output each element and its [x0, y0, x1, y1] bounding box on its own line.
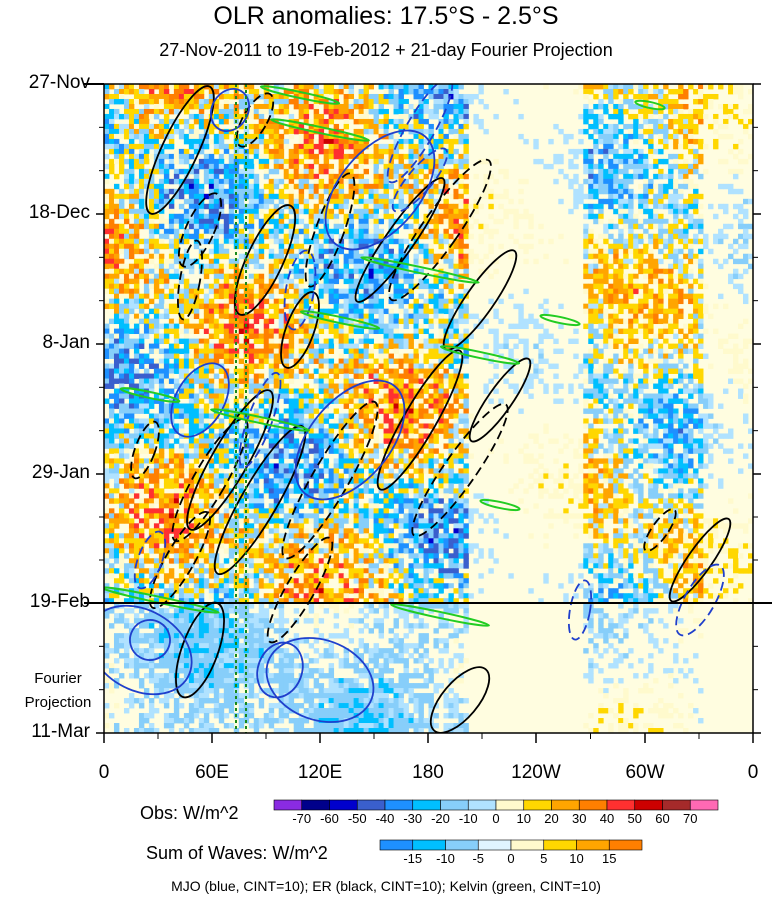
obs-colorbar-title: Obs: W/m^2 [140, 803, 239, 823]
obs-colorbar-swatch [273, 799, 303, 811]
x-tick-label: 120W [511, 762, 561, 783]
waves-colorbar-label: 15 [602, 851, 617, 866]
chart-footer: MJO (blue, CINT=10); ER (black, CINT=10)… [171, 878, 601, 894]
x-tick-label: 60W [625, 762, 665, 783]
y-tick-label: 27-Nov [28, 72, 90, 93]
x-tick-label: 0 [98, 762, 110, 783]
y-tick-label: 19-Feb [29, 591, 90, 612]
waves-colorbar-swatch [477, 839, 512, 851]
obs-colorbar-swatch [662, 799, 691, 811]
waves-colorbar-label: 0 [507, 851, 515, 866]
waves-colorbar-label: -5 [472, 851, 485, 866]
obs-colorbar-label: -70 [292, 811, 312, 826]
waves-colorbar-swatch [445, 839, 479, 851]
obs-colorbar-swatch [356, 799, 386, 811]
obs-colorbar-label: 70 [683, 811, 698, 826]
x-tick-label: 60E [195, 762, 229, 783]
y-tick-label: 11-Mar [31, 721, 90, 742]
obs-colorbar-swatch [523, 799, 552, 811]
obs-colorbar-swatch [689, 799, 719, 811]
waves-colorbar-swatch [510, 839, 545, 851]
waves-colorbar-swatch [412, 839, 446, 851]
obs-colorbar-swatch [384, 799, 414, 811]
obs-colorbar-label: 40 [599, 811, 615, 826]
obs-colorbar-label: -50 [347, 811, 367, 826]
chart-title: OLR anomalies: 17.5°S - 2.5°S [213, 2, 559, 30]
x-tick-label: 180 [412, 762, 444, 783]
waves-colorbar-label: 5 [540, 851, 548, 866]
waves-colorbar-swatch [543, 839, 577, 851]
waves-colorbar-swatch [576, 839, 610, 851]
projection-label-line1: Fourier [34, 670, 82, 687]
obs-colorbar-label: -30 [403, 811, 423, 826]
obs-colorbar-label: 10 [516, 811, 531, 826]
waves-colorbar-swatch [379, 839, 414, 851]
obs-colorbar-swatch [301, 799, 330, 811]
obs-colorbar-swatch [412, 799, 441, 811]
waves-colorbar-label: -15 [403, 851, 423, 866]
x-tick-label: 120E [297, 762, 343, 783]
obs-colorbar-label: -20 [431, 811, 450, 826]
y-tick-label: 18-Dec [28, 202, 90, 223]
waves-colorbar-swatch [608, 839, 643, 851]
obs-colorbar-swatch [440, 799, 469, 811]
x-tick-label: 0 [747, 762, 759, 783]
waves-colorbar-title: Sum of Waves: W/m^2 [146, 843, 328, 863]
obs-colorbar-label: 20 [544, 811, 559, 826]
y-tick-label: 29-Jan [31, 462, 90, 483]
obs-field [104, 84, 753, 733]
obs-colorbar-swatch [634, 799, 663, 811]
obs-colorbar-label: 30 [572, 811, 587, 826]
obs-colorbar-swatch [551, 799, 580, 811]
y-tick-label: 8-Jan [42, 332, 90, 353]
obs-colorbar-label: -40 [375, 811, 395, 826]
obs-colorbar-swatch [467, 799, 497, 811]
waves-colorbar-label: 10 [569, 851, 584, 866]
obs-colorbar-label: 50 [627, 811, 642, 826]
waves-colorbar-label: -10 [436, 851, 455, 866]
projection-label-line2: Projection [24, 694, 92, 711]
obs-colorbar-label: 0 [492, 811, 500, 826]
obs-colorbar-swatch [495, 799, 525, 811]
obs-colorbar-swatch [606, 799, 636, 811]
obs-colorbar-label: -60 [320, 811, 339, 826]
obs-colorbar-swatch [578, 799, 608, 811]
obs-colorbar-swatch [329, 799, 358, 811]
obs-colorbar-label: -10 [458, 811, 478, 826]
wave-contours [104, 84, 732, 733]
chart-subtitle: 27-Nov-2011 to 19-Feb-2012 + 21-day Four… [159, 40, 613, 60]
obs-colorbar-label: 60 [655, 811, 670, 826]
